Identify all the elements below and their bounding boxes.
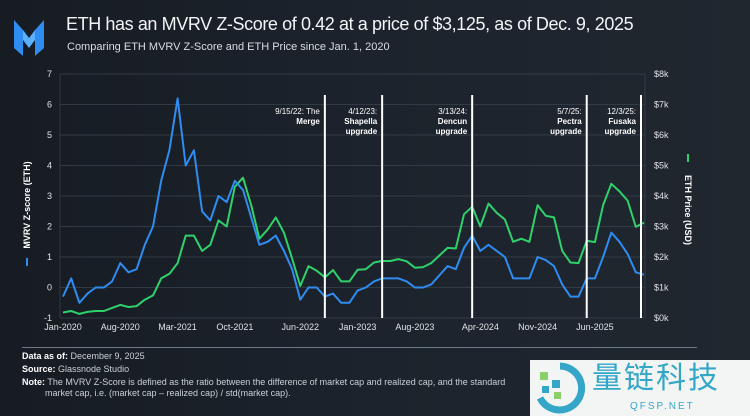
x-tick-label: Jun-2025: [576, 322, 614, 332]
y-tick-label: 5: [47, 130, 52, 140]
y2-tick-label: $7k: [654, 100, 669, 110]
note: Note: The MVRV Z-Score is defined as the…: [22, 377, 522, 399]
note-continued: market cap, i.e. (market cap – realized …: [45, 388, 291, 398]
y-tick-label: 7: [47, 69, 52, 79]
chart-title: ETH has an MVRV Z-Score of 0.42 at a pri…: [66, 14, 634, 34]
annotation-label: 4/12/23:: [348, 107, 377, 116]
y2-tick-label: $1k: [654, 283, 669, 293]
y-tick-label: -1: [44, 313, 52, 323]
annotation-label: 9/15/22: The: [275, 107, 320, 116]
annotation-label: 3/13/24:: [438, 107, 467, 116]
x-tick-label: Aug-2023: [395, 322, 434, 332]
x-tick-label: Nov-2024: [518, 322, 557, 332]
annotation-label: Dencun: [438, 117, 467, 126]
zscore-series-line: [62, 97, 645, 304]
data-as-of: Data as of: December 9, 2025: [22, 351, 145, 361]
chart-subtitle: Comparing ETH MVRV Z-Score and ETH Price…: [67, 41, 390, 53]
annotation-label: upgrade: [436, 127, 468, 136]
y2-tick-label: $8k: [654, 69, 669, 79]
y2-tick-label: $4k: [654, 191, 669, 201]
watermark-text: 量链科技: [592, 361, 720, 396]
y2-tick-label: $6k: [654, 130, 669, 140]
brand-logo: [14, 20, 44, 56]
watermark: 量链科技 QFSP.NET: [530, 360, 750, 416]
x-tick-label: Jan-2023: [339, 322, 377, 332]
watermark-subtext: QFSP.NET: [630, 401, 695, 412]
y-tick-label: 2: [47, 222, 52, 232]
y-tick-label: 6: [47, 100, 52, 110]
y2-tick-label: $5k: [654, 161, 669, 171]
y-axis-label: MVRV Z-score (ETH): [22, 161, 32, 248]
x-tick-label: Mar-2021: [158, 322, 197, 332]
y2-tick-label: $3k: [654, 222, 669, 232]
y2-tick-label: $0k: [654, 313, 669, 323]
annotation-label: upgrade: [346, 127, 378, 136]
annotation-label: upgrade: [550, 127, 582, 136]
y2-tick-label: $2k: [654, 252, 669, 262]
chart: 9/15/22: TheMerge4/12/23:Shapellaupgrade…: [22, 69, 693, 332]
y2-axis-label: ETH Price (USD): [683, 175, 693, 245]
annotation-label: Merge: [296, 117, 320, 126]
x-tick-label: Apr-2024: [462, 322, 499, 332]
y-tick-label: 0: [47, 283, 52, 293]
annotation-label: Shapella: [344, 117, 377, 126]
divider: [22, 347, 697, 348]
annotation-label: Fusaka: [608, 117, 636, 126]
x-tick-label: Aug-2020: [101, 322, 140, 332]
watermark-logo-icon: [536, 362, 586, 414]
annotation-label: Pectra: [557, 117, 582, 126]
annotation-label: upgrade: [604, 127, 636, 136]
annotation-label: 5/7/25:: [557, 107, 581, 116]
price-series-line: [62, 176, 645, 315]
annotation-label: 12/3/25:: [607, 107, 636, 116]
x-tick-label: Jan-2020: [44, 322, 82, 332]
y-tick-label: 4: [47, 161, 52, 171]
x-tick-label: Jun-2022: [282, 322, 320, 332]
y-tick-label: 1: [47, 252, 52, 262]
x-tick-label: Oct-2021: [216, 322, 253, 332]
source: Source: Glassnode Studio: [22, 364, 130, 374]
y-tick-label: 3: [47, 191, 52, 201]
